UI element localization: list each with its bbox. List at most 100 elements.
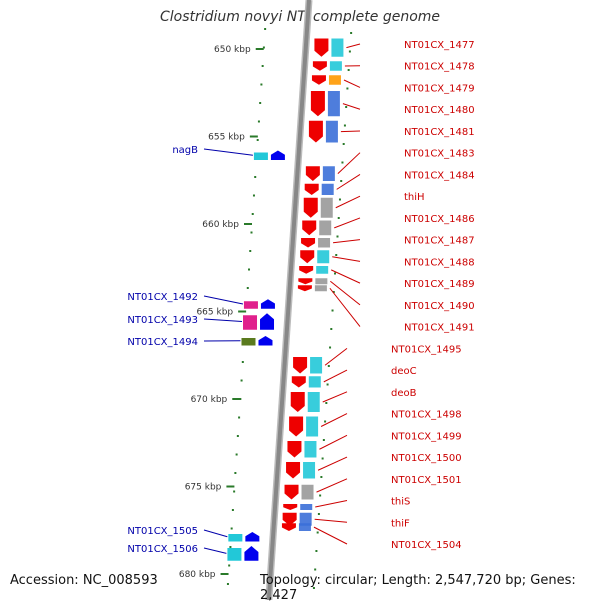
label-leader — [314, 527, 347, 544]
gene-arrow-reverse[interactable] — [289, 417, 303, 437]
gene-arrow-reverse[interactable] — [292, 376, 306, 387]
gene-arrow-reverse[interactable] — [282, 523, 296, 531]
gene-arrow-reverse[interactable] — [306, 166, 320, 181]
gene-label[interactable]: NT01CX_1494 — [127, 337, 198, 348]
label-leader — [330, 281, 360, 305]
gene-arrow-reverse[interactable] — [298, 278, 312, 284]
minor-dot — [350, 32, 352, 34]
gene-arrow-forward[interactable] — [260, 313, 274, 330]
minor-dot — [231, 528, 233, 530]
cog-block — [308, 392, 320, 412]
gene-arrow-forward[interactable] — [258, 336, 272, 346]
gene-label[interactable]: thiH — [404, 192, 425, 203]
gene-arrow-reverse[interactable] — [305, 184, 319, 195]
gene-arrow-reverse[interactable] — [286, 462, 300, 479]
label-leader — [336, 196, 360, 208]
minor-dot — [341, 162, 343, 164]
minor-dot — [344, 125, 346, 127]
gene-arrow-reverse[interactable] — [298, 285, 312, 291]
minor-dot — [330, 328, 332, 330]
gene-label[interactable]: deoB — [391, 388, 417, 399]
gene-arrow-reverse[interactable] — [300, 250, 314, 263]
gene-arrow-reverse[interactable] — [287, 441, 301, 458]
gene-label[interactable]: NT01CX_1493 — [127, 315, 198, 326]
label-leader — [344, 80, 360, 87]
cog-block — [299, 523, 311, 531]
gene-arrow-reverse[interactable] — [312, 75, 326, 85]
gene-arrow-reverse[interactable] — [283, 504, 297, 510]
gene-arrow-reverse[interactable] — [313, 61, 327, 71]
gene-arrow-reverse[interactable] — [299, 266, 313, 274]
gene-label[interactable]: NT01CX_1490 — [404, 301, 475, 312]
gene-label[interactable]: NT01CX_1499 — [391, 431, 462, 442]
cog-block — [306, 417, 318, 437]
gene-label[interactable]: NT01CX_1478 — [404, 62, 475, 73]
gene-arrow-reverse[interactable] — [311, 91, 325, 116]
gene-arrow-reverse[interactable] — [304, 198, 318, 218]
gene-label[interactable]: NT01CX_1488 — [404, 257, 475, 268]
minor-dot — [343, 143, 345, 145]
label-leader — [204, 149, 253, 155]
gene-label[interactable]: NT01CX_1498 — [391, 410, 462, 421]
gene-label[interactable]: NT01CX_1506 — [127, 544, 198, 555]
minor-dot — [232, 509, 234, 511]
label-leader — [315, 501, 347, 507]
cog-block — [315, 278, 327, 284]
gene-arrow-reverse[interactable] — [291, 392, 305, 412]
gene-label[interactable]: deoC — [391, 366, 417, 377]
minor-dot — [257, 139, 259, 141]
label-leaders — [204, 44, 360, 553]
gene-label[interactable]: NT01CX_1480 — [404, 105, 475, 116]
cog-block — [321, 198, 333, 218]
gene-label[interactable]: NT01CX_1487 — [404, 236, 475, 247]
gene-label[interactable]: NT01CX_1483 — [404, 149, 475, 160]
gene-arrow-reverse[interactable] — [302, 221, 316, 236]
gene-arrow-forward[interactable] — [245, 532, 259, 542]
label-leader — [337, 174, 360, 189]
gene-arrow-reverse[interactable] — [314, 39, 328, 57]
gene-label[interactable]: NT01CX_1484 — [404, 170, 475, 181]
minor-dot — [320, 476, 322, 478]
gene-label[interactable]: NT01CX_1495 — [391, 344, 462, 355]
gene-label[interactable]: NT01CX_1505 — [127, 526, 198, 537]
gene-arrow-forward[interactable] — [244, 546, 258, 561]
gene-label[interactable]: thiF — [391, 518, 410, 529]
gene-arrow-forward[interactable] — [261, 299, 275, 309]
minor-dot — [258, 121, 260, 123]
label-leader — [332, 257, 360, 262]
label-leader — [334, 218, 360, 228]
minor-dot — [254, 176, 256, 178]
gene-label[interactable]: NT01CX_1501 — [391, 475, 462, 486]
gene-label[interactable]: NT01CX_1489 — [404, 279, 475, 290]
label-leader — [346, 44, 360, 48]
label-leader — [324, 370, 347, 382]
gene-arrow-reverse[interactable] — [293, 357, 307, 374]
label-leader — [331, 270, 360, 283]
gene-label[interactable]: NT01CX_1481 — [404, 127, 475, 138]
label-leader — [325, 348, 347, 365]
gene-label[interactable]: NT01CX_1479 — [404, 83, 475, 94]
cog-block — [244, 301, 258, 309]
cog-block — [241, 338, 255, 346]
gene-arrow-reverse[interactable] — [301, 238, 315, 248]
gene-label[interactable]: nagB — [172, 145, 198, 156]
gene-arrow-reverse[interactable] — [309, 121, 323, 143]
minor-dot — [338, 217, 340, 219]
accession-text: Accession: NC_008593 — [10, 573, 158, 588]
gene-label[interactable]: NT01CX_1492 — [127, 292, 198, 303]
gene-label[interactable]: NT01CX_1500 — [391, 453, 462, 464]
kbp-tick-label: 670 kbp — [191, 395, 228, 405]
gene-label[interactable]: NT01CX_1477 — [404, 40, 475, 51]
gene-label[interactable]: thiS — [391, 497, 410, 508]
gene-label[interactable]: NT01CX_1491 — [404, 323, 475, 334]
gene-arrow-reverse[interactable] — [285, 485, 299, 500]
gene-arrow-forward[interactable] — [271, 151, 285, 161]
minor-dot — [324, 421, 326, 423]
cog-block — [319, 221, 331, 236]
gene-label[interactable]: NT01CX_1504 — [391, 540, 462, 551]
kbp-tick-label: 660 kbp — [202, 220, 239, 230]
kbp-tick-label: 655 kbp — [208, 133, 245, 143]
gene-label[interactable]: NT01CX_1486 — [404, 214, 475, 225]
minor-dot — [327, 384, 329, 386]
